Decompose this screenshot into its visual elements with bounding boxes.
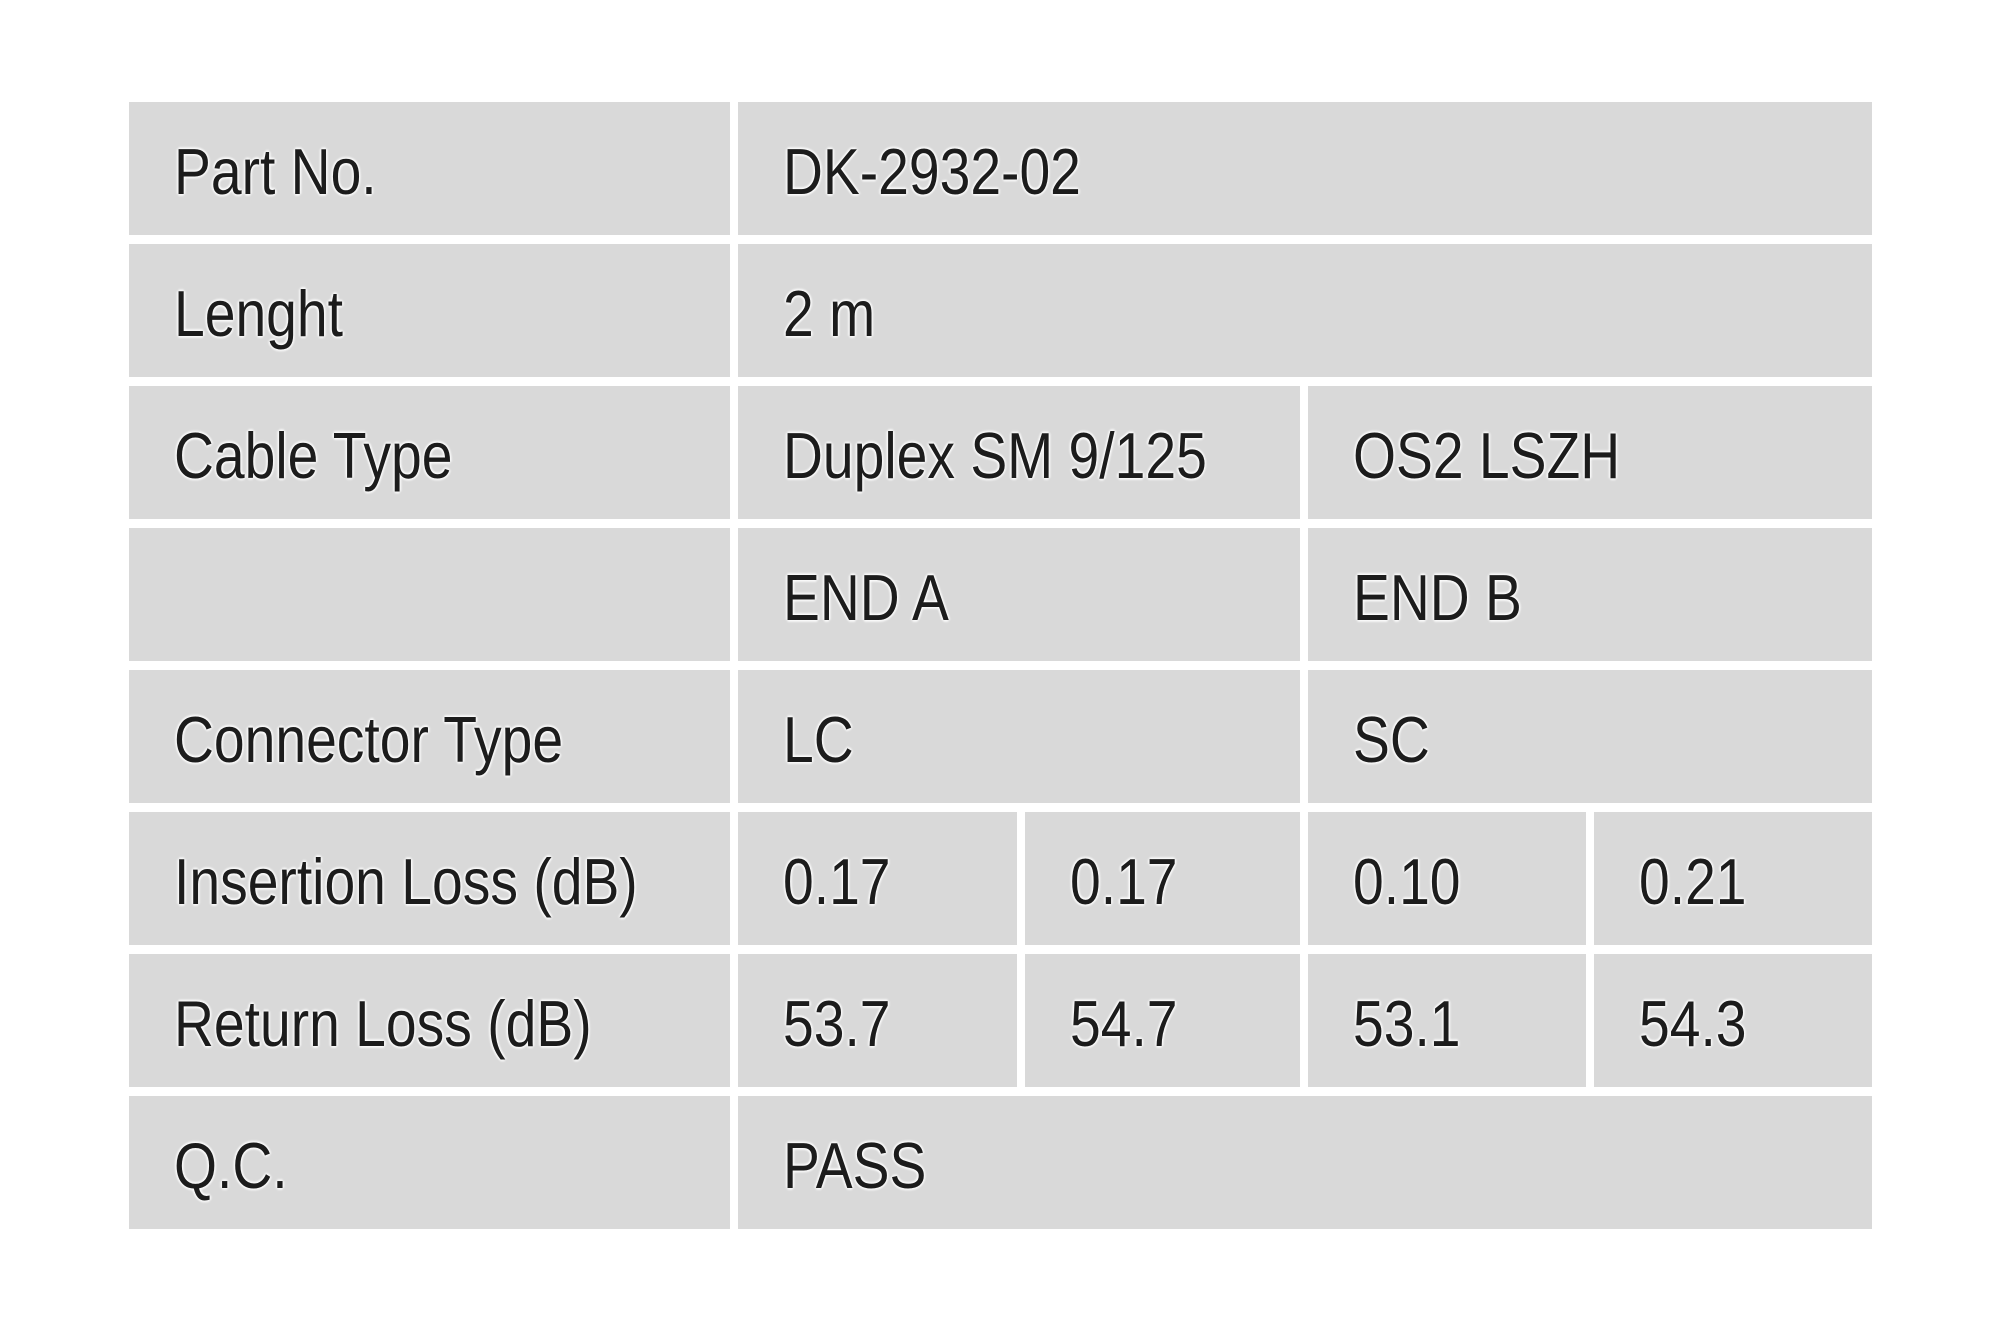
value-cell: END A	[738, 528, 1300, 661]
value-text: 0.10	[1353, 845, 1461, 918]
value-cell: 0.21	[1594, 812, 1872, 945]
value-text: LC	[783, 703, 854, 776]
value-cell: 0.17	[1025, 812, 1300, 945]
row-label-cell: Q.C.	[129, 1096, 730, 1229]
value-text: Duplex SM 9/125	[783, 419, 1207, 492]
value-cell: DK-2932-02	[738, 102, 1872, 235]
value-text: PASS	[783, 1129, 927, 1202]
value-cell: LC	[738, 670, 1300, 803]
value-text: 0.17	[783, 845, 891, 918]
value-text: 53.1	[1353, 987, 1461, 1060]
row-label: Insertion Loss (dB)	[174, 845, 638, 918]
value-cell: 0.17	[738, 812, 1017, 945]
value-text: 54.3	[1639, 987, 1747, 1060]
row-label: Cable Type	[174, 419, 453, 492]
row-label-cell: Part No.	[129, 102, 730, 235]
row-label: Lenght	[174, 277, 343, 350]
value-cell: 53.7	[738, 954, 1017, 1087]
value-cell: 53.1	[1308, 954, 1586, 1087]
value-text: OS2 LSZH	[1353, 419, 1621, 492]
row-label: Connector Type	[174, 703, 564, 776]
value-cell: END B	[1308, 528, 1872, 661]
row-label-cell	[129, 528, 730, 661]
value-text: 0.21	[1639, 845, 1747, 918]
row-label-cell: Return Loss (dB)	[129, 954, 730, 1087]
row-label: Return Loss (dB)	[174, 987, 592, 1060]
value-text: 2 m	[783, 277, 876, 350]
value-text: DK-2932-02	[783, 135, 1081, 208]
value-text: SC	[1353, 703, 1430, 776]
spec-table: Part No. DK-2932-02 Lenght 2 m Cable Type Dup…	[129, 102, 1872, 1229]
value-text: 0.17	[1070, 845, 1178, 918]
value-cell: OS2 LSZH	[1308, 386, 1872, 519]
row-label-cell: Connector Type	[129, 670, 730, 803]
value-text: 53.7	[783, 987, 891, 1060]
row-label: Q.C.	[174, 1129, 288, 1202]
row-label-cell: Insertion Loss (dB)	[129, 812, 730, 945]
value-cell: 0.10	[1308, 812, 1586, 945]
value-cell: 2 m	[738, 244, 1872, 377]
row-label-cell: Lenght	[129, 244, 730, 377]
row-label: Part No.	[174, 135, 377, 208]
value-text: END A	[783, 561, 949, 634]
value-text: 54.7	[1070, 987, 1178, 1060]
value-cell: PASS	[738, 1096, 1872, 1229]
value-cell: SC	[1308, 670, 1872, 803]
value-text: END B	[1353, 561, 1522, 634]
value-cell: 54.7	[1025, 954, 1300, 1087]
row-label-cell: Cable Type	[129, 386, 730, 519]
value-cell: Duplex SM 9/125	[738, 386, 1300, 519]
value-cell: 54.3	[1594, 954, 1872, 1087]
